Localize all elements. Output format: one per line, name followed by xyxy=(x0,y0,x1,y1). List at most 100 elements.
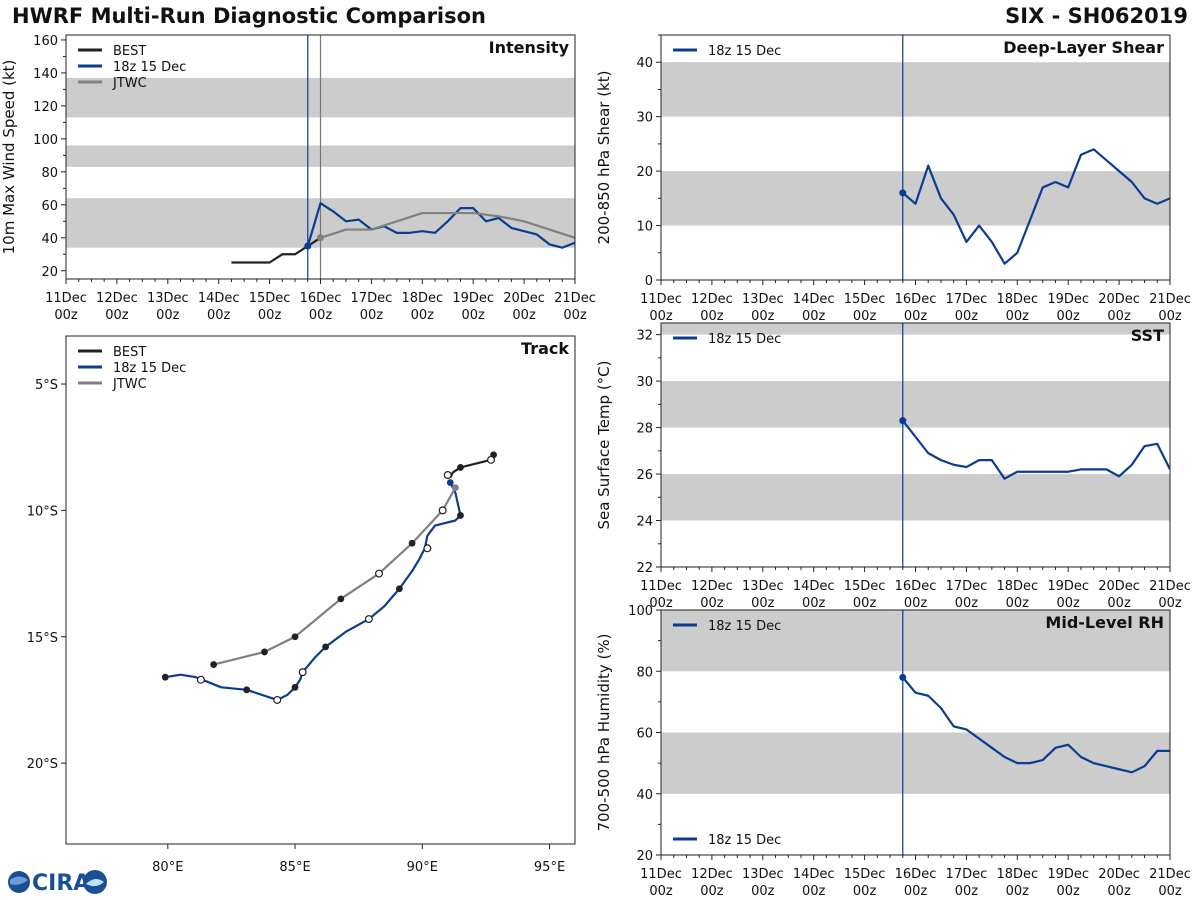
x-tick-label: 00z xyxy=(1107,884,1131,899)
x-tick-label: 13Dec xyxy=(742,579,784,594)
track-point xyxy=(423,544,432,553)
x-tick-label: 00z xyxy=(1158,596,1182,611)
y-tick-label: 160 xyxy=(33,34,58,49)
series-start-point xyxy=(899,673,907,681)
y-axis-label: 200-850 hPa Shear (kt) xyxy=(595,71,613,245)
y-axis-label: 10m Max Wind Speed (kt) xyxy=(0,60,18,255)
x-tick-label: 00z xyxy=(462,308,486,323)
shaded-band xyxy=(661,381,1170,428)
x-tick-label: 18Dec xyxy=(996,579,1038,594)
y-tick-label: 100 xyxy=(33,133,58,148)
shaded-band xyxy=(661,62,1170,117)
x-tick-label: 00z xyxy=(1006,596,1030,611)
x-tick-label: 14Dec xyxy=(793,292,835,307)
y-tick-label: 40 xyxy=(636,56,653,71)
panel-title: Intensity xyxy=(489,38,570,57)
legend-label: JTWC xyxy=(112,377,147,392)
y-tick-label: 5°S xyxy=(35,378,58,393)
y-tick-label: 80 xyxy=(41,166,58,181)
track-point xyxy=(322,643,329,651)
x-tick-label: 00z xyxy=(802,309,826,324)
x-tick-label: 90°E xyxy=(407,860,438,875)
x-tick-label: 00z xyxy=(649,884,673,899)
track-point xyxy=(446,479,454,486)
x-tick-label: 19Dec xyxy=(1047,579,1089,594)
x-tick-label: 00z xyxy=(1107,309,1131,324)
x-tick-label: 00z xyxy=(700,596,724,611)
x-tick-label: 16Dec xyxy=(895,867,937,882)
legend-label: 18z 15 Dec xyxy=(708,833,781,848)
x-tick-label: 13Dec xyxy=(742,867,784,882)
x-tick-label: 00z xyxy=(649,596,673,611)
y-tick-label: 10°S xyxy=(27,504,58,519)
shaded-band xyxy=(661,171,1170,226)
x-tick-label: 00z xyxy=(853,309,877,324)
x-tick-label: 20Dec xyxy=(503,291,545,306)
panel-title: Mid-Level RH xyxy=(1045,613,1164,632)
panel-intensity: 20 40 60 80 100 120 140 160 11Dec 00z 12Dec 00z 13De… xyxy=(0,34,596,323)
x-tick-label: 20Dec xyxy=(1098,579,1140,594)
series-line-jtwc xyxy=(320,211,575,239)
legend-label: 18z 15 Dec xyxy=(708,619,781,634)
logo-text: CIRA xyxy=(32,871,90,896)
track-point xyxy=(291,683,299,691)
legend-label: 18z 15 Dec xyxy=(708,332,781,347)
x-tick-label: 00z xyxy=(751,884,775,899)
panel-track: 80°E 85°E 90°E 95°E 5°S 10°S 15°S 20°S Track BEST… xyxy=(27,335,576,875)
x-tick-label: 00z xyxy=(360,308,384,323)
y-tick-label: 60 xyxy=(636,727,653,742)
track-point xyxy=(337,595,345,603)
x-tick-label: 12Dec xyxy=(691,579,733,594)
y-tick-label: 24 xyxy=(636,515,653,530)
x-tick-label: 19Dec xyxy=(1047,867,1089,882)
x-tick-label: 00z xyxy=(853,884,877,899)
shaded-band xyxy=(661,732,1170,794)
legend-label: 18z 15 Dec xyxy=(113,60,186,75)
y-tick-label: 20 xyxy=(41,265,58,280)
x-tick-label: 19Dec xyxy=(452,291,494,306)
x-tick-label: 00z xyxy=(904,309,928,324)
y-tick-label: 30 xyxy=(636,111,653,126)
x-tick-label: 00z xyxy=(1057,309,1081,324)
x-tick-label: 18Dec xyxy=(401,291,443,306)
track-point xyxy=(298,668,307,677)
x-tick-label: 20Dec xyxy=(1098,867,1140,882)
y-tick-label: 20°S xyxy=(27,757,58,772)
x-tick-label: 17Dec xyxy=(946,867,988,882)
plot-area xyxy=(661,610,1170,855)
x-tick-label: 00z xyxy=(207,308,231,323)
x-tick-label: 13Dec xyxy=(147,291,189,306)
x-tick-label: 16Dec xyxy=(895,579,937,594)
x-tick-label: 00z xyxy=(156,308,180,323)
track-point xyxy=(438,506,447,515)
x-tick-label: 00z xyxy=(700,884,724,899)
x-tick-label: 16Dec xyxy=(895,292,937,307)
x-tick-label: 00z xyxy=(309,308,333,323)
shaded-band xyxy=(661,610,1170,672)
x-tick-label: 14Dec xyxy=(198,291,240,306)
y-axis-label: 700-500 hPa Humidity (%) xyxy=(595,633,613,831)
series-line-run xyxy=(901,419,1170,480)
y-tick-label: 30 xyxy=(636,375,653,390)
x-tick-label: 12Dec xyxy=(691,867,733,882)
y-tick-label: 100 xyxy=(628,604,653,619)
legend-label: 18z 15 Dec xyxy=(113,361,186,376)
shaded-band xyxy=(661,323,1170,335)
legend-label: BEST xyxy=(113,345,146,360)
x-tick-label: 00z xyxy=(258,308,282,323)
x-tick-label: 21Dec xyxy=(1149,867,1191,882)
x-tick-label: 00z xyxy=(1158,884,1182,899)
panel-title: SST xyxy=(1131,326,1164,345)
legend-label: JTWC xyxy=(112,76,147,91)
track-point xyxy=(196,675,205,684)
y-tick-label: 40 xyxy=(636,788,653,803)
x-tick-label: 00z xyxy=(512,308,536,323)
track-point xyxy=(451,484,459,492)
x-tick-label: 16Dec xyxy=(300,291,342,306)
track-line-jtwc xyxy=(213,487,457,666)
track-point xyxy=(261,648,268,656)
x-tick-label: 15Dec xyxy=(844,579,886,594)
x-tick-label: 17Dec xyxy=(351,291,393,306)
series-line-run xyxy=(902,148,1170,265)
series-line-run xyxy=(901,676,1170,774)
